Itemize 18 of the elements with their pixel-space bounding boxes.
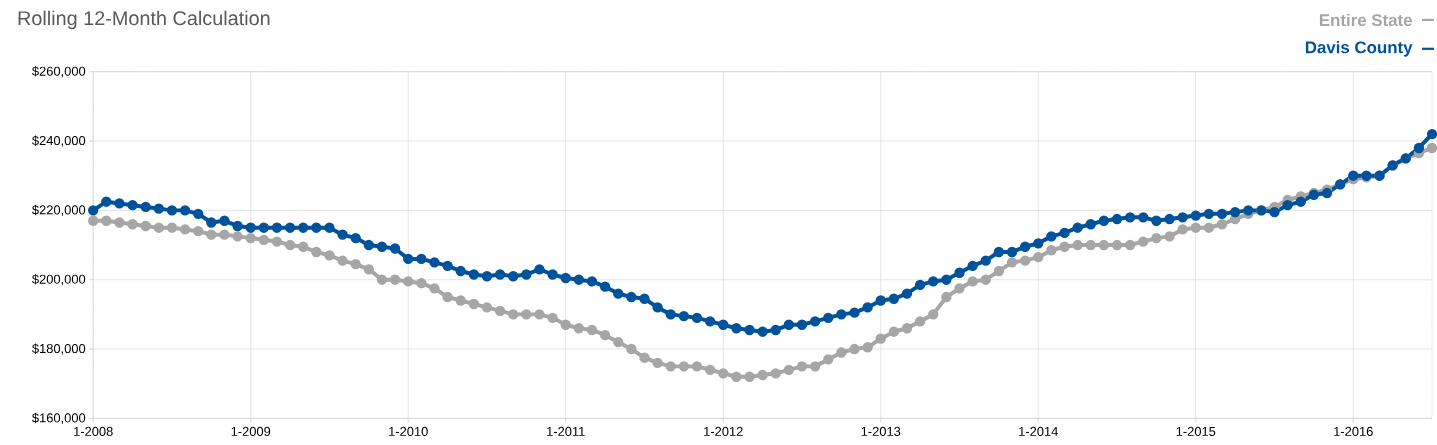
- y-tick-label: $180,000: [32, 343, 86, 355]
- x-tick-label: 1-2014: [1019, 426, 1058, 436]
- y-tick-label: $240,000: [32, 135, 86, 147]
- x-tick-label: 1-2011: [547, 426, 585, 436]
- x-tick-label: 1-2013: [861, 426, 901, 436]
- x-tick-label: 1-2016: [1334, 426, 1373, 436]
- y-tick-label: $260,000: [32, 65, 86, 78]
- x-tick-label: 1-2009: [231, 426, 271, 436]
- legend-label: Entire State: [1319, 13, 1412, 26]
- legend-label: Davis County: [1305, 40, 1413, 57]
- y-tick-label: $220,000: [32, 204, 86, 216]
- x-tick-label: 1-2010: [389, 426, 428, 436]
- x-tick-label: 1-2012: [704, 426, 743, 436]
- x-tick-label: 1-2015: [1176, 426, 1216, 436]
- chart-title: Rolling 12-Month Calculation: [18, 10, 270, 30]
- y-tick-label: $160,000: [32, 412, 86, 424]
- y-tick-label: $200,000: [32, 273, 86, 286]
- x-tick-label: 1-2008: [74, 426, 113, 436]
